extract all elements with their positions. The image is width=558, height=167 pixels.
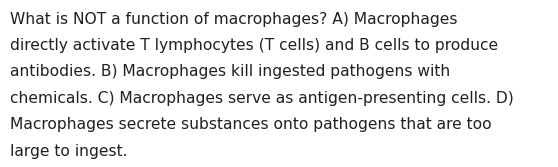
Text: antibodies. B) Macrophages kill ingested pathogens with: antibodies. B) Macrophages kill ingested… bbox=[10, 64, 450, 79]
Text: Macrophages secrete substances onto pathogens that are too: Macrophages secrete substances onto path… bbox=[10, 117, 492, 132]
Text: chemicals. C) Macrophages serve as antigen-presenting cells. D): chemicals. C) Macrophages serve as antig… bbox=[10, 91, 514, 106]
Text: large to ingest.: large to ingest. bbox=[10, 144, 128, 159]
Text: What is NOT a function of macrophages? A) Macrophages: What is NOT a function of macrophages? A… bbox=[10, 12, 458, 27]
Text: directly activate T lymphocytes (T cells) and B cells to produce: directly activate T lymphocytes (T cells… bbox=[10, 38, 498, 53]
